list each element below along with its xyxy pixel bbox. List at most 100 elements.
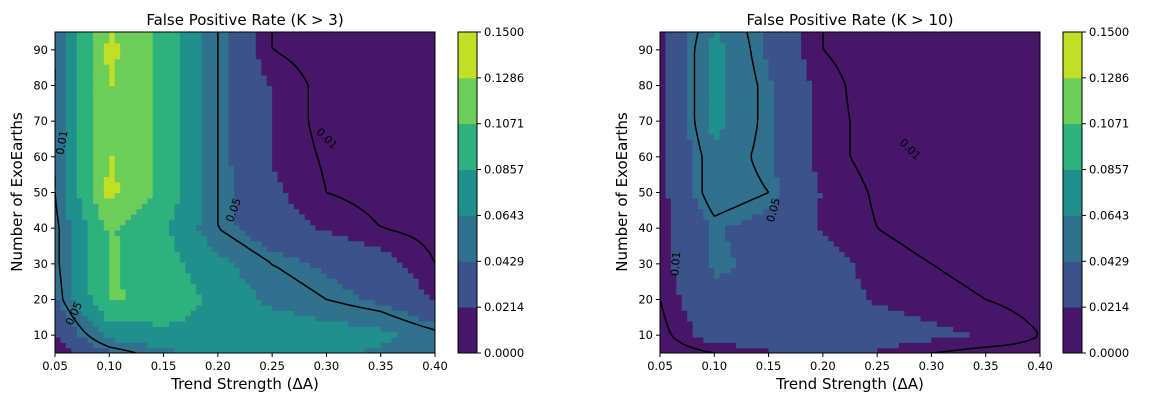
heatmap-cell: [342, 315, 349, 322]
heatmap-cell: [245, 256, 252, 263]
heatmap-cell: [245, 267, 252, 274]
heatmap-cell: [293, 112, 300, 119]
heatmap-cell: [855, 326, 862, 333]
heatmap-cell: [223, 74, 230, 81]
heatmap-cell: [212, 310, 219, 317]
heatmap-cell: [239, 262, 246, 268]
heatmap-cell: [109, 32, 116, 38]
heatmap-cell: [228, 208, 235, 215]
heatmap-cell: [228, 320, 235, 327]
heatmap-cell: [250, 288, 257, 295]
heatmap-cell: [380, 304, 387, 311]
heatmap-cell: [299, 96, 306, 103]
heatmap-cell: [158, 176, 165, 183]
heatmap-cell: [272, 331, 279, 338]
heatmap-cell: [283, 262, 290, 268]
heatmap-cell: [185, 64, 192, 71]
heatmap-cell: [266, 117, 273, 124]
heatmap-cell: [163, 203, 170, 210]
heatmap-cell: [163, 197, 170, 204]
heatmap-cell: [348, 128, 355, 135]
heatmap-cell: [136, 326, 143, 333]
heatmap-cell: [348, 176, 355, 183]
heatmap-cell: [272, 133, 279, 140]
heatmap-cell: [185, 37, 192, 44]
heatmap-cell: [844, 331, 851, 338]
heatmap-cell: [239, 342, 246, 349]
heatmap-cell: [190, 122, 197, 129]
heatmap-cell: [844, 347, 851, 353]
heatmap-cell: [201, 197, 208, 204]
heatmap-cell: [87, 235, 94, 242]
heatmap-cell: [207, 64, 214, 71]
heatmap-cell: [293, 235, 300, 242]
heatmap-cell: [326, 96, 333, 103]
heatmap-cell: [337, 53, 344, 60]
heatmap-cell: [402, 133, 409, 140]
heatmap-cell: [1034, 326, 1040, 333]
heatmap-cell: [152, 42, 159, 49]
heatmap-cell: [413, 117, 420, 124]
heatmap-cell: [741, 326, 748, 333]
heatmap-cell: [217, 342, 224, 349]
heatmap-cell: [207, 299, 214, 306]
heatmap-cell: [55, 262, 62, 268]
heatmap-cell: [418, 272, 425, 279]
heatmap-cell: [855, 304, 862, 311]
heatmap-cell: [364, 139, 371, 145]
heatmap-cell: [790, 304, 797, 311]
heatmap-cell: [310, 74, 317, 81]
heatmap-cell: [65, 235, 72, 242]
heatmap-cell: [331, 85, 338, 92]
heatmap-cell: [245, 229, 252, 236]
heatmap-cell: [55, 192, 62, 199]
heatmap-cell: [768, 310, 775, 317]
heatmap-cell: [1034, 310, 1040, 317]
heatmap-cell: [141, 106, 148, 113]
heatmap-cell: [418, 42, 425, 49]
heatmap-cell: [109, 310, 116, 317]
heatmap-cell: [321, 106, 328, 113]
heatmap-cell: [888, 336, 895, 343]
heatmap-cell: [293, 192, 300, 199]
heatmap-cell: [1029, 315, 1036, 322]
heatmap-cell: [141, 256, 148, 263]
heatmap-cell: [65, 224, 72, 231]
heatmap-cell: [261, 155, 268, 161]
heatmap-cell: [239, 133, 246, 140]
heatmap-cell: [418, 96, 425, 103]
heatmap-cell: [131, 304, 138, 311]
heatmap-cell: [386, 144, 393, 151]
heatmap-cell: [402, 74, 409, 81]
heatmap-cell: [359, 262, 366, 268]
heatmap-cell: [103, 128, 110, 135]
heatmap-cell: [223, 246, 230, 252]
heatmap-cell: [407, 53, 414, 60]
heatmap-cell: [103, 310, 110, 317]
heatmap-cell: [331, 347, 338, 353]
heatmap-cell: [141, 101, 148, 108]
heatmap-cell: [337, 96, 344, 103]
heatmap-cell: [147, 64, 154, 71]
heatmap-cell: [369, 224, 376, 231]
heatmap-cell: [964, 320, 971, 327]
heatmap-cell: [391, 310, 398, 317]
heatmap-cell: [277, 262, 284, 268]
heatmap-cell: [315, 80, 322, 87]
heatmap-cell: [120, 64, 127, 71]
heatmap-cell: [288, 256, 295, 263]
heatmap-cell: [212, 187, 219, 194]
heatmap-cell: [136, 336, 143, 343]
heatmap-cell: [424, 267, 431, 274]
heatmap-cell: [125, 32, 132, 38]
heatmap-cell: [293, 256, 300, 263]
heatmap-cell: [120, 267, 127, 274]
heatmap-cell: [326, 251, 333, 258]
heatmap-cell: [212, 112, 219, 119]
heatmap-cell: [60, 171, 67, 178]
heatmap-cell: [331, 213, 338, 220]
heatmap-cell: [299, 256, 306, 263]
heatmap-cell: [212, 160, 219, 167]
heatmap-cell: [141, 58, 148, 65]
heatmap-cell: [321, 192, 328, 199]
